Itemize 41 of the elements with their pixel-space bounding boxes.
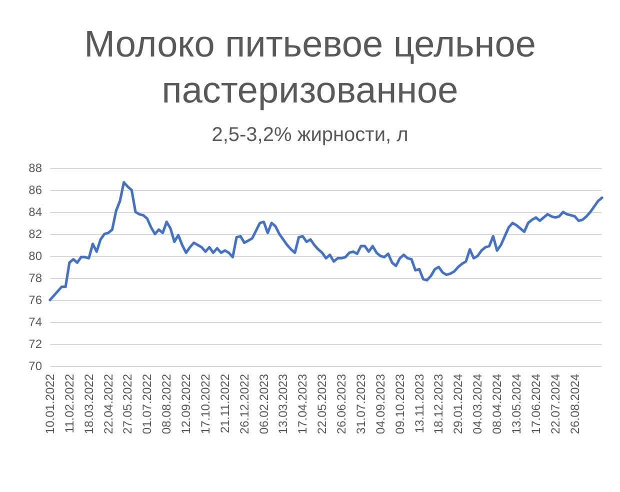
x-tick-label: 04.03.2024 [470,374,485,434]
y-tick-label: 70 [28,359,42,373]
chart-subtitle: 2,5-3,2% жирности, л [212,124,408,146]
x-tick-label: 29.01.2024 [451,374,466,434]
x-tick-label: 26.12.2022 [237,374,252,434]
x-tick-label: 08.04.2024 [490,374,504,434]
y-tick-label: 84 [28,205,42,219]
x-tick-label: 12.09.2022 [179,374,194,434]
x-tick-label: 26.06.2023 [334,374,349,434]
y-tick-label: 76 [28,293,42,307]
x-tick-label: 09.10.2023 [392,374,407,434]
x-tick-label: 11.02.2022 [62,374,76,434]
x-tick-label: 17.06.2024 [528,374,543,434]
line-series [48,181,604,302]
x-tick-label: 06.02.2023 [256,374,271,434]
x-tick-label: 13.03.2023 [276,374,290,434]
y-tick-label: 72 [28,337,42,351]
x-tick-label: 17.10.2022 [198,374,212,434]
x-tick-label: 08.08.2022 [160,374,174,434]
x-tick-label: 13.05.2024 [509,374,524,434]
x-tick-label: 26.08.2024 [568,374,582,434]
y-tick-label: 78 [28,271,42,285]
x-tick-label: 22.07.2024 [548,374,562,434]
y-tick-label: 82 [28,227,42,241]
x-tick-label: 01.07.2022 [140,374,154,434]
x-tick-label: 22.04.2022 [101,374,116,434]
y-tick-label: 74 [28,315,42,329]
y-tick-label: 80 [28,249,42,263]
chart-title: Молоко питьевое цельное пастеризованное [84,24,536,110]
x-tick-label: 18.12.2023 [432,374,446,434]
x-tick-label: 21.11.2022 [218,374,232,434]
x-tick-label: 31.07.2023 [354,374,368,434]
x-tick-label: 18.03.2022 [82,374,96,434]
y-tick-label: 86 [28,183,42,197]
x-tick-label: 22.05.2023 [315,374,330,434]
x-tick-label: 27.05.2022 [120,374,135,434]
y-tick-label: 88 [28,161,42,175]
x-tick-label: 17.04.2023 [296,374,310,434]
x-tick-label: 10.01.2022 [43,374,57,434]
x-tick-label: 13.11.2023 [412,374,426,434]
x-tick-label: 04.09.2023 [373,374,388,434]
